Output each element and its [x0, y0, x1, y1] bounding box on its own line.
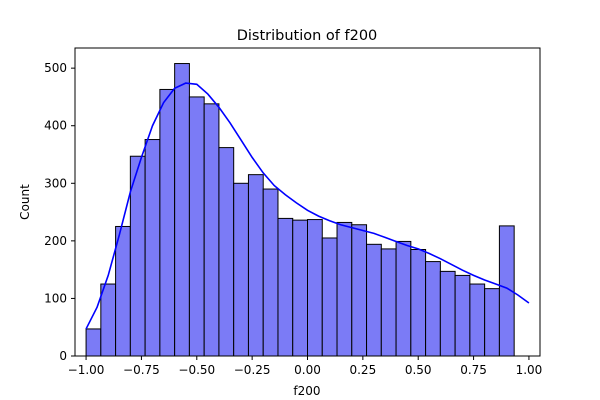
histogram-bar	[410, 248, 427, 357]
y-tick-label: 500	[44, 61, 67, 75]
histogram-bar	[188, 96, 205, 357]
histogram-bar	[454, 274, 471, 357]
histogram-bar	[439, 270, 456, 357]
x-tick-label: 1.00	[516, 363, 543, 377]
y-tick-label: 0	[59, 349, 67, 363]
histogram-bar	[366, 243, 382, 357]
histogram-bar	[218, 147, 235, 357]
chart-title: Distribution of f200	[237, 28, 378, 44]
y-tick-label: 300	[44, 176, 67, 190]
histogram-bar	[85, 328, 102, 357]
x-tick-label: −0.25	[234, 363, 271, 377]
histogram-bar	[159, 88, 176, 357]
histogram-bar	[115, 225, 131, 357]
x-tick-label: −1.00	[68, 363, 105, 377]
histogram-bar	[233, 182, 249, 357]
histogram-bar	[484, 288, 500, 357]
histogram-bars	[85, 63, 515, 357]
histogram-bar	[395, 240, 412, 357]
x-axis-label: f200	[293, 384, 320, 398]
histogram-bar	[247, 174, 264, 357]
histogram-bar	[100, 283, 117, 357]
histogram-bar	[336, 221, 353, 357]
x-tick-label: 0.75	[460, 363, 487, 377]
histogram-bar	[203, 103, 220, 357]
histogram-bar	[469, 283, 486, 357]
x-tick-label: 0.25	[349, 363, 376, 377]
x-tick-label: −0.75	[123, 363, 160, 377]
y-axis-ticks: 0 100 200 300 400 500	[44, 61, 75, 363]
histogram-bar	[262, 188, 279, 357]
x-tick-label: −0.50	[178, 363, 215, 377]
histogram-bar	[321, 237, 338, 357]
y-axis-label: Count	[18, 184, 32, 220]
histogram-bar	[174, 63, 190, 357]
x-tick-label: 0.00	[294, 363, 321, 377]
y-tick-label: 400	[44, 119, 67, 133]
y-tick-label: 200	[44, 234, 67, 248]
x-axis-ticks: −1.00 −0.75 −0.50 −0.25 0.00 0.25 0.50 0.75 1.00	[68, 356, 543, 377]
histogram-bar	[292, 219, 309, 357]
histogram-bar	[277, 217, 294, 357]
histogram-bar	[144, 139, 161, 357]
y-tick-label: 100	[44, 291, 67, 305]
x-tick-label: 0.50	[405, 363, 432, 377]
histogram-bar	[307, 219, 323, 357]
kde-curve	[85, 82, 530, 330]
histogram-bar	[425, 261, 441, 357]
histogram-bar	[380, 248, 397, 357]
histogram-bar	[351, 224, 368, 357]
